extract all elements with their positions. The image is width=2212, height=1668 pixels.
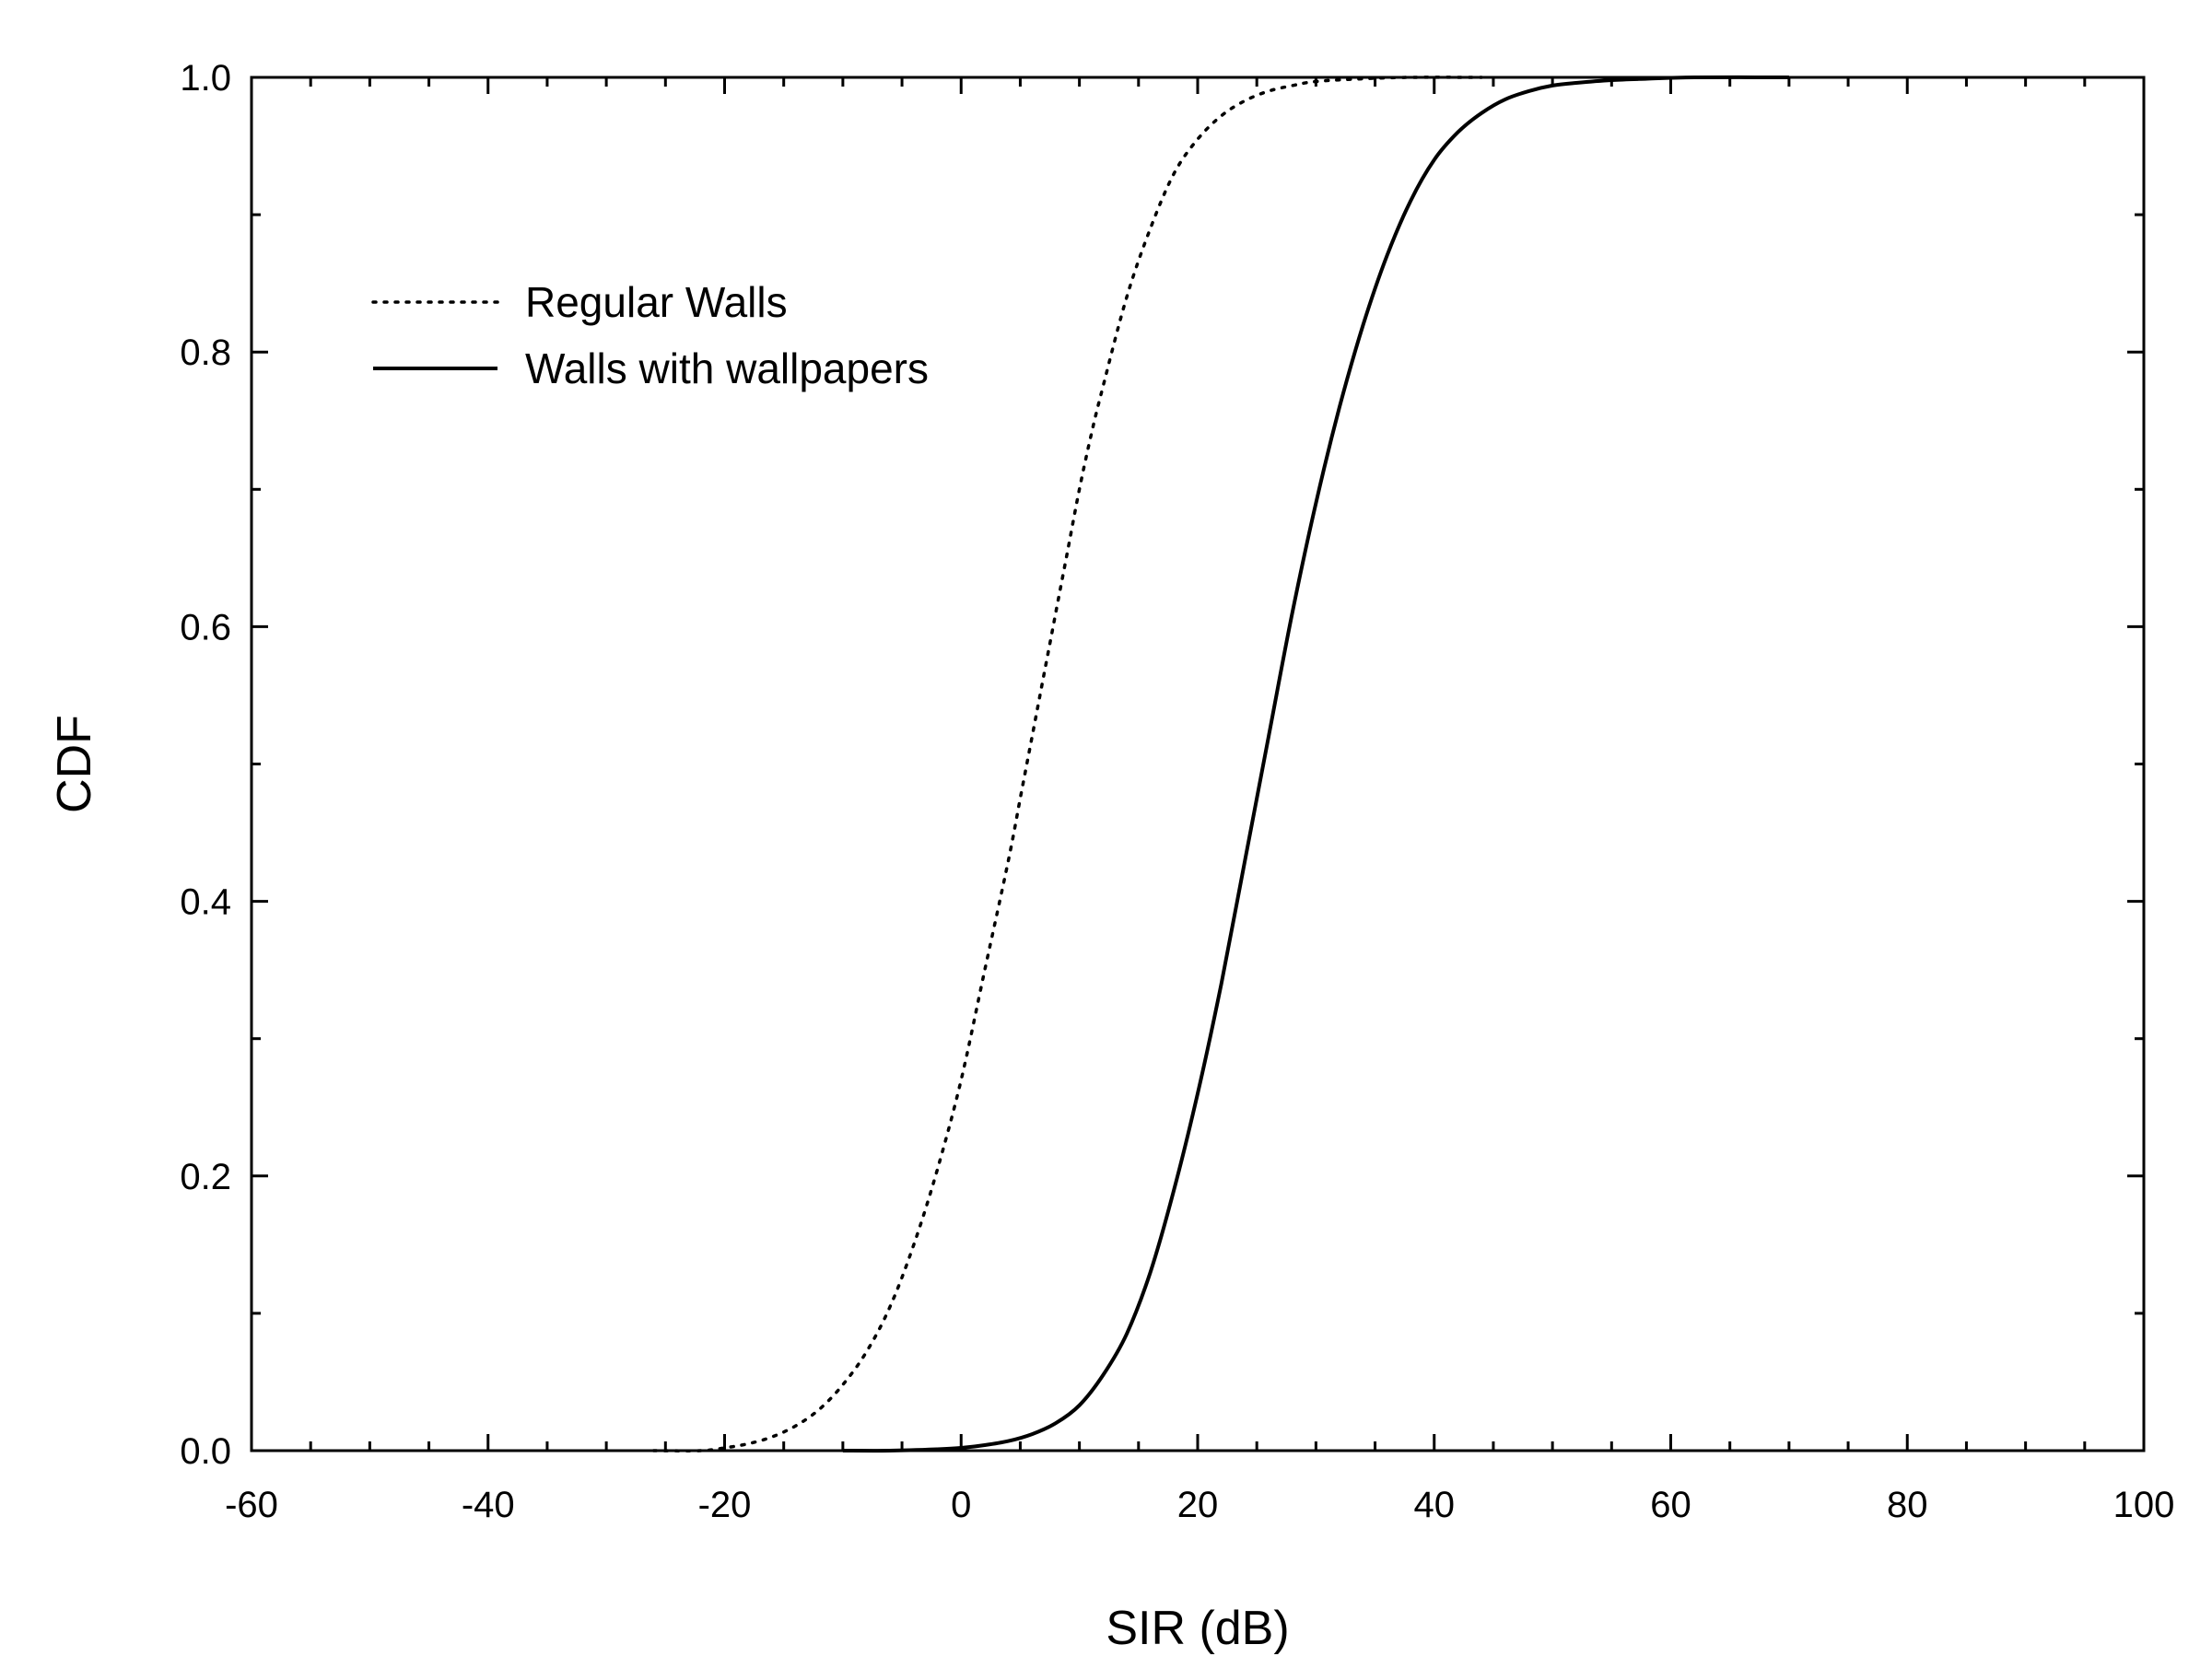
y-tick-label: 0.8 xyxy=(180,332,231,373)
x-tick-label: 80 xyxy=(1887,1485,1928,1525)
x-tick-label: -40 xyxy=(462,1485,515,1525)
x-axis-title: SIR (dB) xyxy=(1106,1602,1289,1655)
tick-labels-layer: -60 -40 -20 0 20 40 60 80 100 0.0 0.2 0.4 0.6 0.8 1.0 xyxy=(180,58,2174,1525)
legend: Regular Walls Walls with wallpapers xyxy=(371,278,929,392)
series-layer xyxy=(651,75,1789,1453)
y-axis-title: CDF xyxy=(48,715,101,813)
x-tick-label: 20 xyxy=(1177,1485,1219,1525)
x-tick-label: -60 xyxy=(225,1485,278,1525)
x-tick-label: 0 xyxy=(951,1485,971,1525)
plot-frame xyxy=(250,76,2146,1452)
y-tick-label: 0.0 xyxy=(180,1431,231,1472)
legend-label: Walls with wallpapers xyxy=(525,344,929,392)
x-tick-label: 40 xyxy=(1414,1485,1456,1525)
series-line-2 xyxy=(842,75,1789,1453)
series-line-1 xyxy=(651,76,1483,1452)
y-tick-label: 0.2 xyxy=(180,1157,231,1197)
x-tick-label: 100 xyxy=(2113,1485,2175,1525)
y-tick-label: 1.0 xyxy=(180,58,231,99)
legend-label: Regular Walls xyxy=(525,278,788,326)
ticks-layer xyxy=(250,76,2146,1452)
x-tick-label: 60 xyxy=(1650,1485,1691,1525)
y-tick-label: 0.6 xyxy=(180,607,231,647)
y-tick-label: 0.4 xyxy=(180,882,231,923)
x-tick-label: -20 xyxy=(698,1485,752,1525)
